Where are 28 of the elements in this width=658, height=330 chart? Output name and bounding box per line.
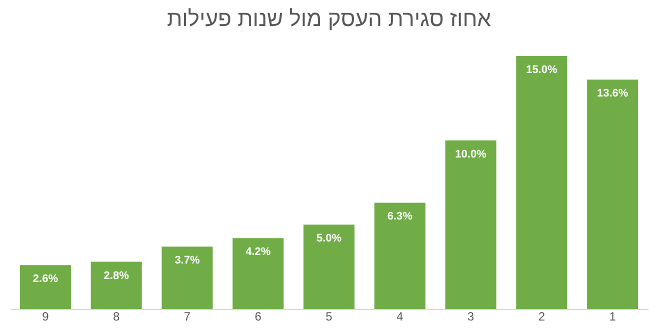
bar — [232, 238, 284, 309]
x-tick-label: 3 — [467, 310, 474, 324]
bar — [516, 56, 568, 309]
bar — [162, 246, 213, 309]
bar — [303, 224, 355, 309]
x-tick-label: 5 — [326, 310, 333, 324]
x-tick-label: 7 — [184, 310, 191, 324]
bar — [374, 202, 426, 309]
data-label: 2.6% — [32, 273, 58, 286]
chart-title: אחוז סגירת העסק מול שנות פעילות — [166, 6, 492, 31]
data-label: 10.0% — [455, 148, 487, 160]
data-label: 13.6% — [596, 88, 628, 100]
bar — [587, 80, 638, 309]
data-label: 5.0% — [316, 232, 342, 245]
x-tick-label: 1 — [609, 310, 616, 324]
x-tick-label: 8 — [112, 310, 120, 324]
x-tick-label: 2 — [538, 310, 546, 324]
data-label: 6.3% — [387, 210, 413, 223]
x-tick-label: 6 — [254, 310, 262, 324]
bar — [445, 140, 496, 309]
x-tick-label: 9 — [42, 310, 50, 324]
data-label: 4.2% — [246, 246, 271, 258]
bar — [90, 262, 142, 309]
data-label: 15.0% — [526, 64, 558, 76]
bar — [20, 265, 71, 309]
data-label: 3.7% — [174, 254, 200, 267]
data-label: 2.8% — [104, 270, 130, 282]
x-tick-label: 4 — [396, 310, 404, 324]
